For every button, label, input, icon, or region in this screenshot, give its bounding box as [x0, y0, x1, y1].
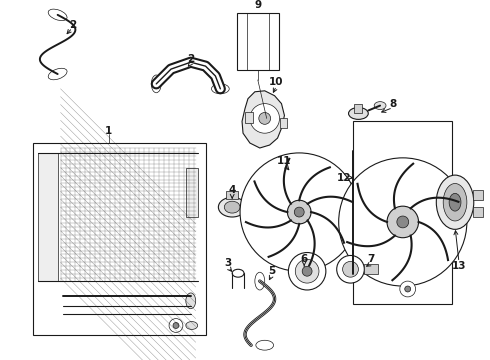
Ellipse shape [449, 193, 461, 211]
Ellipse shape [289, 252, 326, 290]
Text: 11: 11 [277, 156, 292, 166]
Bar [354, 104, 362, 113]
Bar [245, 112, 253, 123]
Ellipse shape [48, 68, 67, 80]
Ellipse shape [348, 108, 368, 120]
Text: 2: 2 [187, 54, 195, 64]
Text: 3: 3 [224, 258, 232, 268]
Text: 12: 12 [336, 172, 351, 183]
Text: 8: 8 [389, 99, 396, 109]
Text: 1: 1 [105, 126, 113, 136]
Circle shape [259, 112, 270, 124]
Circle shape [173, 323, 179, 328]
Circle shape [339, 158, 467, 286]
Ellipse shape [436, 175, 474, 229]
Bar [226, 192, 238, 199]
Text: 4: 4 [228, 185, 236, 195]
Circle shape [397, 216, 409, 228]
Ellipse shape [443, 184, 467, 221]
Ellipse shape [48, 9, 67, 21]
Ellipse shape [232, 269, 244, 277]
Bar [353, 121, 452, 304]
Ellipse shape [151, 75, 161, 93]
Text: 2: 2 [69, 20, 76, 30]
Circle shape [400, 281, 416, 297]
Circle shape [250, 104, 279, 133]
Circle shape [169, 319, 183, 332]
Ellipse shape [295, 260, 319, 283]
Bar [473, 190, 483, 200]
Circle shape [294, 207, 304, 217]
Circle shape [387, 206, 418, 238]
Circle shape [240, 153, 358, 271]
Bar [365, 264, 378, 274]
Ellipse shape [186, 293, 196, 309]
Text: 10: 10 [270, 77, 284, 87]
Ellipse shape [224, 201, 240, 213]
Text: 6: 6 [300, 255, 308, 264]
Bar [279, 118, 288, 128]
Ellipse shape [302, 266, 312, 276]
Bar [186, 168, 197, 217]
Ellipse shape [343, 261, 358, 277]
Circle shape [288, 200, 311, 224]
Text: 9: 9 [254, 0, 261, 10]
Bar [33, 143, 206, 336]
Ellipse shape [219, 197, 246, 217]
Circle shape [405, 286, 411, 292]
Ellipse shape [212, 84, 229, 94]
Text: 13: 13 [452, 261, 466, 271]
Ellipse shape [374, 102, 386, 109]
Text: 5: 5 [268, 266, 275, 276]
Bar [38, 153, 58, 281]
Ellipse shape [337, 256, 365, 283]
Bar [473, 207, 483, 217]
Ellipse shape [255, 272, 265, 290]
Bar [237, 13, 278, 70]
Polygon shape [242, 91, 284, 148]
Ellipse shape [256, 340, 273, 350]
Text: 7: 7 [368, 255, 375, 264]
Ellipse shape [186, 321, 197, 329]
